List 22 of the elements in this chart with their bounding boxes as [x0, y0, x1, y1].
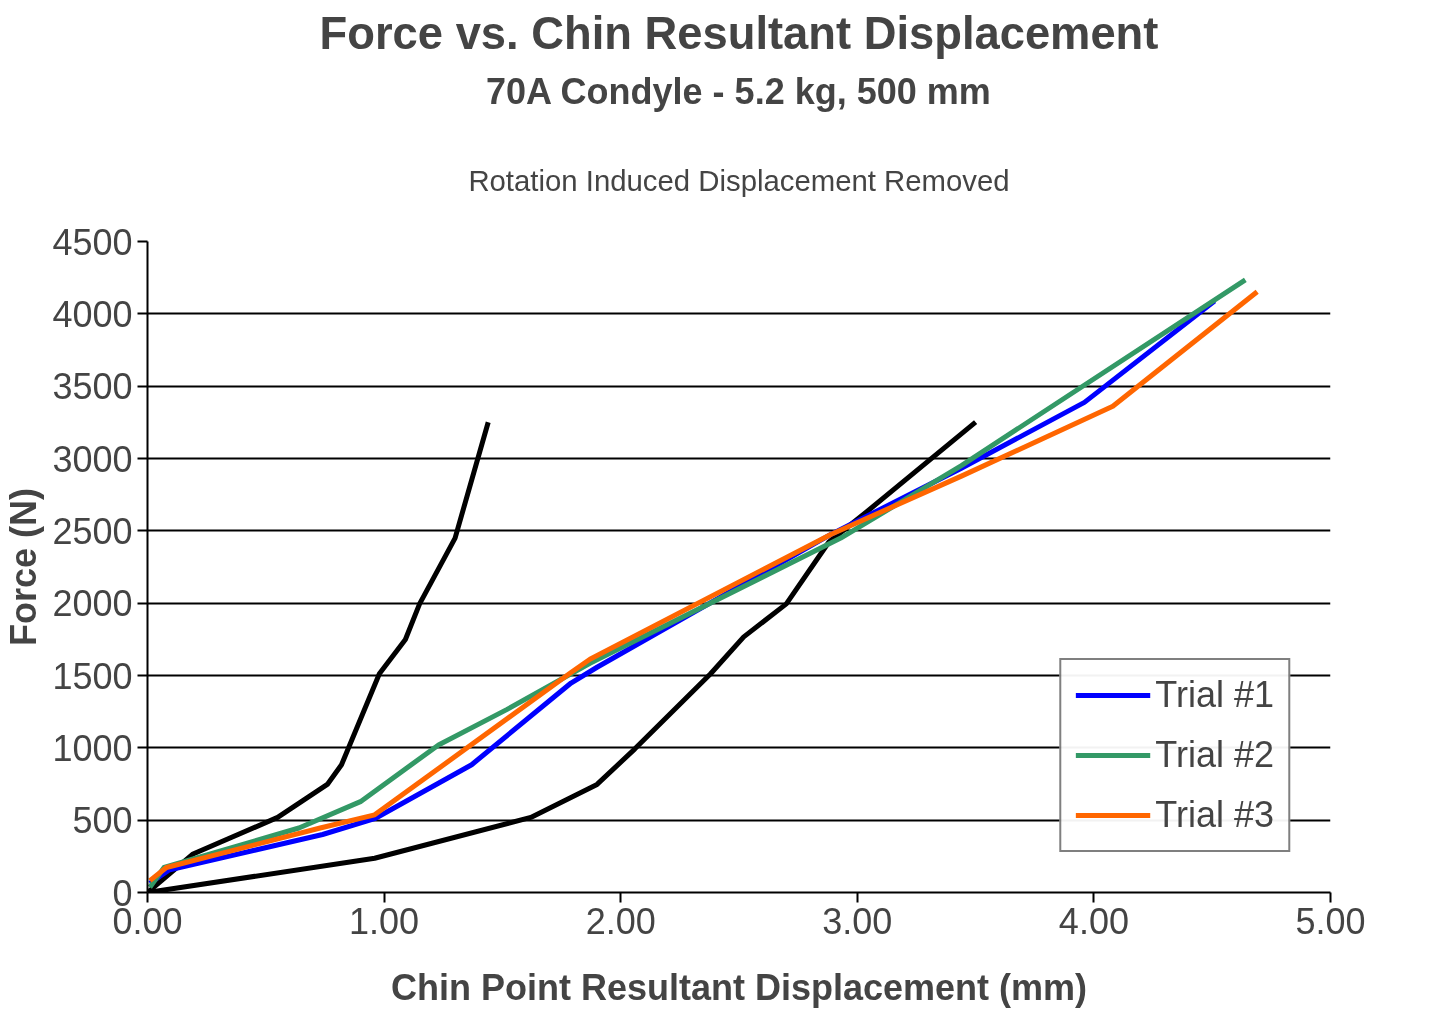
x-tick-label: 3.00 — [822, 900, 893, 942]
chart-subtitle: 70A Condyle - 5.2 kg, 500 mm — [485, 70, 991, 112]
y-tick-label: 1000 — [52, 727, 133, 769]
text: Rotation Induced Displacement Removed — [468, 163, 1010, 197]
x-tick-label: 1.00 — [349, 900, 420, 942]
y-tick-label: 500 — [72, 800, 133, 842]
y-axis-title: Force (N) — [3, 487, 45, 646]
y-tick-label: 3500 — [52, 366, 133, 408]
chart-title: Force vs. Chin Resultant Displacement — [319, 7, 1159, 59]
x-tick-label: 5.00 — [1295, 900, 1366, 942]
x-axis-title: Chin Point Resultant Displacement (mm) — [390, 966, 1088, 1008]
legend-label: Trial #3 — [1155, 794, 1274, 836]
y-tick-label: 1500 — [52, 655, 133, 697]
legend-label: Trial #2 — [1155, 734, 1274, 776]
x-tick-label: 2.00 — [585, 900, 656, 942]
y-tick-label: 2500 — [52, 510, 133, 552]
y-tick-label: 2000 — [52, 583, 133, 625]
legend-label: Trial #1 — [1155, 674, 1274, 716]
y-tick-label: 3000 — [52, 438, 133, 480]
y-tick-label: 4500 — [52, 221, 133, 263]
x-tick-label: 4.00 — [1058, 900, 1129, 942]
y-tick-label: 4000 — [52, 293, 133, 335]
